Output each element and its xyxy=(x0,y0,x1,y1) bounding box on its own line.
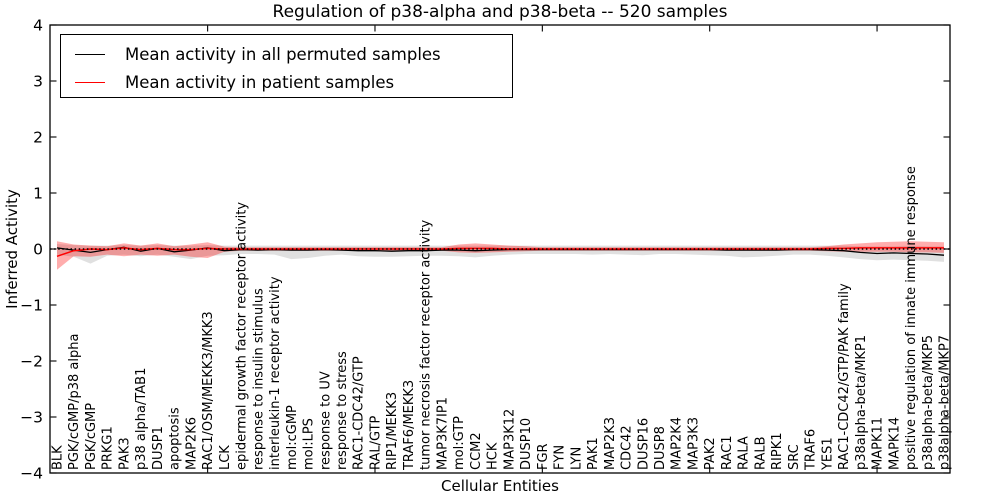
legend: Mean activity in all permuted samples Me… xyxy=(60,34,513,98)
x-category-label: positive regulation of innate immune res… xyxy=(904,166,919,470)
x-category-label: RIPK1 xyxy=(770,432,785,470)
x-category-label: SRC xyxy=(787,444,802,470)
x-category-label: MAP2K4 xyxy=(670,417,685,470)
x-category-label: interleukin-1 receptor activity xyxy=(268,276,283,470)
y-tick-label: −1 xyxy=(20,297,43,315)
y-tick-label: 2 xyxy=(33,129,43,147)
x-category-label: MAP3K12 xyxy=(502,409,517,470)
y-tick-label: 1 xyxy=(33,185,43,203)
legend-entry-patient: Mean activity in patient samples xyxy=(75,68,512,96)
chart-title: Regulation of p38-alpha and p38-beta -- … xyxy=(272,2,728,22)
legend-entry-permuted: Mean activity in all permuted samples xyxy=(75,40,512,68)
x-category-label: TRAF6 xyxy=(804,429,819,471)
legend-label-patient: Mean activity in patient samples xyxy=(125,72,395,92)
x-category-label: PAK3 xyxy=(117,437,132,470)
x-axis-title: Cellular Entities xyxy=(441,477,559,495)
x-category-label: LCK xyxy=(218,445,233,470)
patient-line-swatch xyxy=(75,81,105,83)
y-tick-label: −4 xyxy=(20,465,43,483)
x-category-label: DUSP1 xyxy=(151,426,166,470)
x-category-label: p38alpha-beta/MKP5 xyxy=(921,335,936,470)
patient-mean-line xyxy=(56,247,944,258)
x-category-label: RAC1/OSM/MEKK3/MKK3 xyxy=(201,311,216,470)
x-category-label: RAC1-CDC42/GTP xyxy=(352,356,367,470)
x-category-label: MAPK14 xyxy=(887,417,902,470)
x-category-label: DUSP8 xyxy=(653,426,668,470)
patient-confidence-band xyxy=(57,241,944,270)
x-category-label: FYN xyxy=(553,445,568,470)
x-category-label: YES1 xyxy=(820,437,835,471)
x-category-label: epidermal growth factor receptor activit… xyxy=(235,202,250,470)
x-category-label: HCK xyxy=(486,442,501,470)
x-category-label: p38alpha-beta/MKP7 xyxy=(938,335,953,470)
legend-label-permuted: Mean activity in all permuted samples xyxy=(125,44,441,64)
x-category-label: PAK2 xyxy=(703,437,718,470)
x-category-label: mol:cGMP xyxy=(285,405,300,470)
x-category-label: mol:GTP xyxy=(452,416,467,470)
x-category-label: mol:LPS xyxy=(302,418,317,470)
x-category-label: RAC1 xyxy=(720,435,735,470)
y-tick-label: 3 xyxy=(33,73,43,91)
x-category-label: MAP2K6 xyxy=(184,417,199,470)
x-category-label: CDC42 xyxy=(620,425,635,470)
x-category-label: DUSP10 xyxy=(519,418,534,470)
x-category-label: MAP2K3 xyxy=(603,417,618,470)
x-category-label: MAPK11 xyxy=(871,417,886,470)
y-tick-label: 0 xyxy=(33,241,43,259)
y-tick-label: −2 xyxy=(20,353,43,371)
x-category-label: MAP3K7IP1 xyxy=(435,397,450,470)
x-category-label: response to stress xyxy=(335,351,350,470)
x-category-label: RIP1/MEKK3 xyxy=(385,392,400,470)
x-category-label: TRAF6/MEKK3 xyxy=(402,380,417,471)
x-category-label: RAC1-CDC42/GTP/PAK family xyxy=(837,283,852,470)
x-category-label: tumor necrosis factor receptor activity xyxy=(419,219,434,470)
x-category-label: PGK/cGMP xyxy=(84,403,99,470)
x-category-label: MAP3K3 xyxy=(686,417,701,470)
x-category-label: BLK xyxy=(51,445,66,470)
x-category-label: response to insulin stimulus xyxy=(251,288,266,470)
plot-frame xyxy=(49,24,951,474)
x-category-label: apoptosis xyxy=(168,407,183,470)
x-category-label: RALA xyxy=(737,436,752,470)
x-category-label: DUSP16 xyxy=(636,418,651,470)
x-category-label: RALB xyxy=(753,436,768,470)
x-category-label: p38alpha-beta/MKP1 xyxy=(854,335,869,470)
permuted-line-swatch xyxy=(75,53,105,55)
x-category-label: RAL/GTP xyxy=(368,415,383,470)
y-tick-label: −3 xyxy=(20,409,43,427)
x-category-label: PRKG1 xyxy=(101,426,116,470)
x-category-label: FGR xyxy=(536,443,551,470)
x-category-label: CCM2 xyxy=(469,432,484,470)
y-tick-label: 4 xyxy=(33,17,43,35)
x-category-label: PGK/cGMP/p38 alpha xyxy=(67,334,82,470)
x-category-label: response to UV xyxy=(318,371,333,470)
x-category-label: LYN xyxy=(569,447,584,470)
y-axis-title: Inferred Activity xyxy=(3,189,21,309)
x-category-label: p38 alpha/TAB1 xyxy=(134,368,149,470)
x-category-label: PAK1 xyxy=(586,437,601,470)
